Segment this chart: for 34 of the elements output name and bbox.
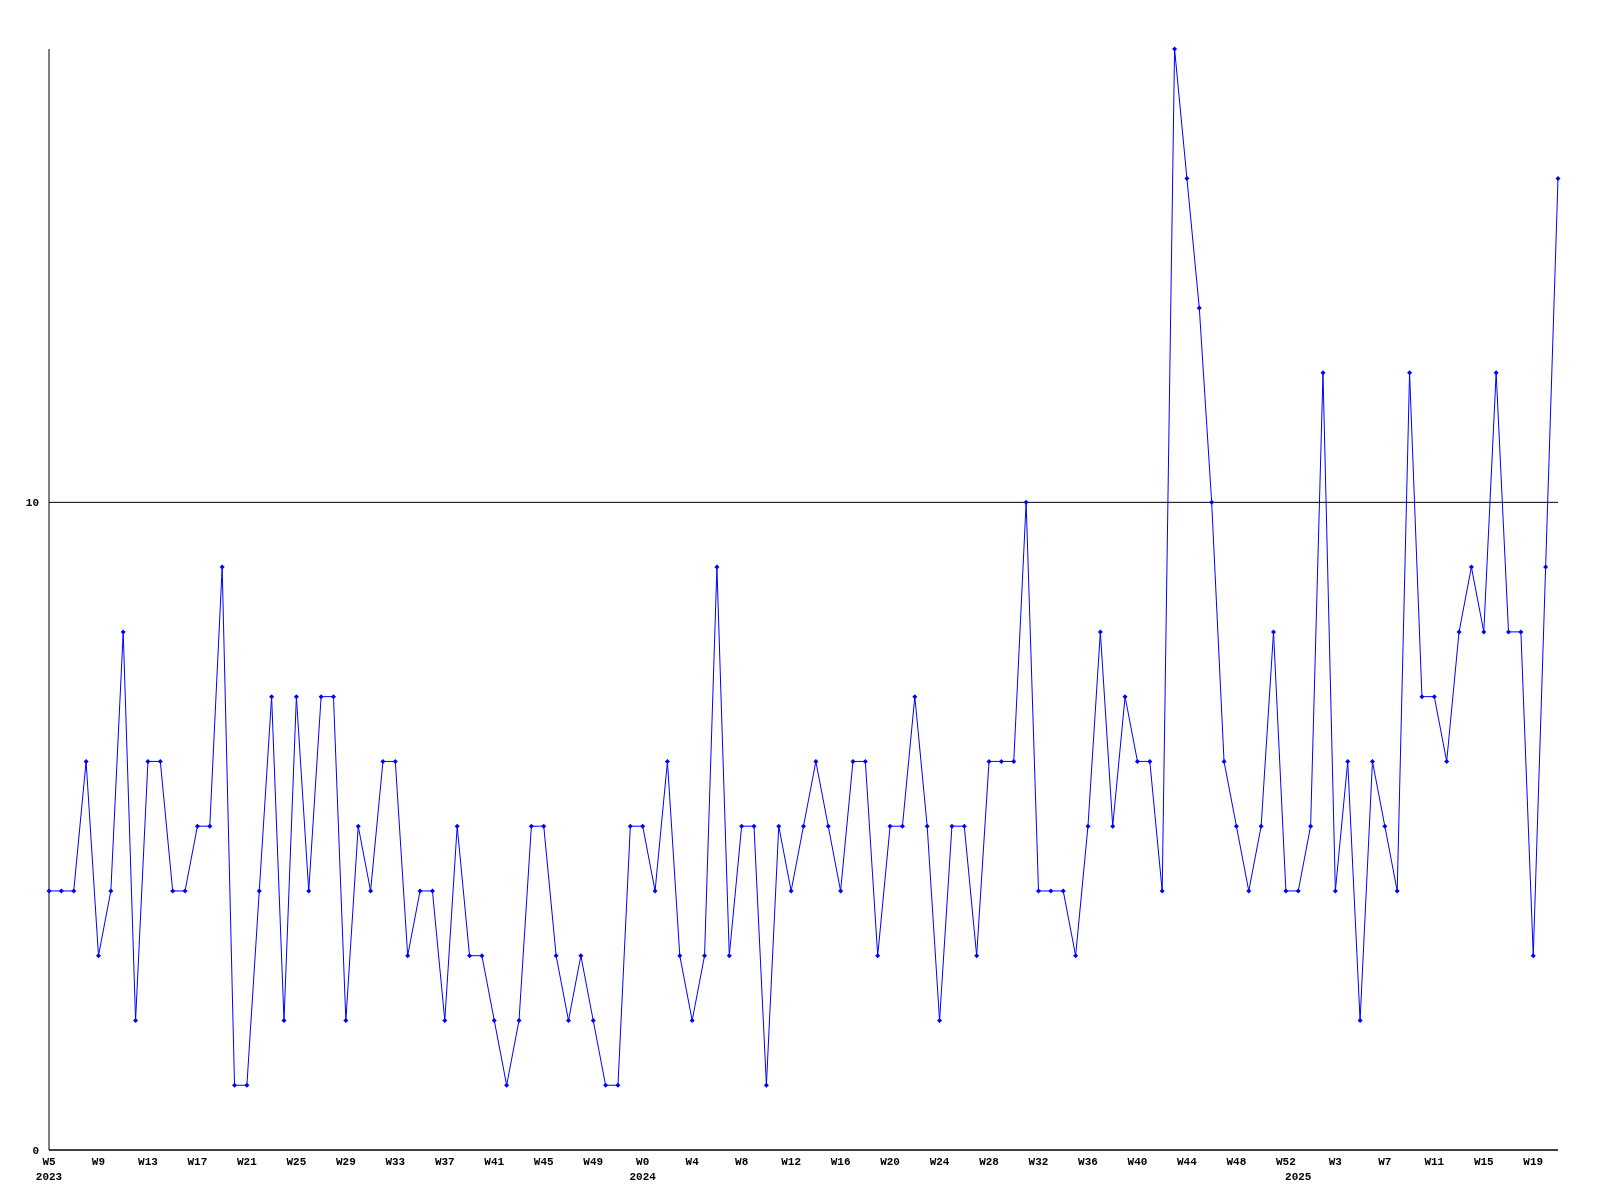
x-tick-label: W12: [781, 1156, 802, 1168]
x-tick-label: W5 2023: [35, 1156, 63, 1183]
x-tick-label: W33: [385, 1156, 406, 1168]
x-tick-label: W11: [1424, 1156, 1445, 1168]
x-tick-label: W7: [1378, 1156, 1392, 1168]
x-tick-label: W17: [187, 1156, 208, 1168]
x-tick-label: W16: [830, 1156, 851, 1168]
x-tick-label: W48: [1226, 1156, 1247, 1168]
x-tick-label: W21: [237, 1156, 258, 1168]
x-tick-label: W52: [1275, 1156, 1296, 1168]
x-tick-label: W25: [286, 1156, 307, 1168]
x-tick-label: W45: [533, 1156, 555, 1168]
y-tick-label: 0: [32, 1144, 39, 1157]
x-tick-label: W4: [685, 1156, 700, 1168]
x-tick-label: W49: [583, 1156, 604, 1168]
y-tick-label: 10: [25, 497, 39, 510]
x-tick-label: W40: [1127, 1156, 1148, 1168]
x-tick-label: W20: [880, 1156, 900, 1168]
x-tick-label: W36: [1078, 1156, 1098, 1168]
x-tick-label: W24: [929, 1156, 950, 1168]
x-tick-label: W19: [1523, 1156, 1544, 1168]
x-tick-label: W37: [434, 1156, 455, 1168]
x-tick-label: W9: [91, 1156, 106, 1168]
x-tick-label: W13: [138, 1156, 159, 1168]
x-tick-label: W28: [979, 1156, 1000, 1168]
x-tick-label: W0 2024: [629, 1156, 657, 1183]
x-tick-label: W32: [1028, 1156, 1049, 1168]
x-tick-label: 2025: [1285, 1171, 1312, 1183]
x-tick-label: W44: [1177, 1156, 1198, 1168]
x-tick-label: W41: [484, 1156, 505, 1168]
x-tick-label: W29: [335, 1156, 356, 1168]
x-tick-label: W8: [735, 1156, 749, 1168]
x-tick-label: W15: [1473, 1156, 1495, 1168]
x-tick-label: W3: [1328, 1156, 1343, 1168]
